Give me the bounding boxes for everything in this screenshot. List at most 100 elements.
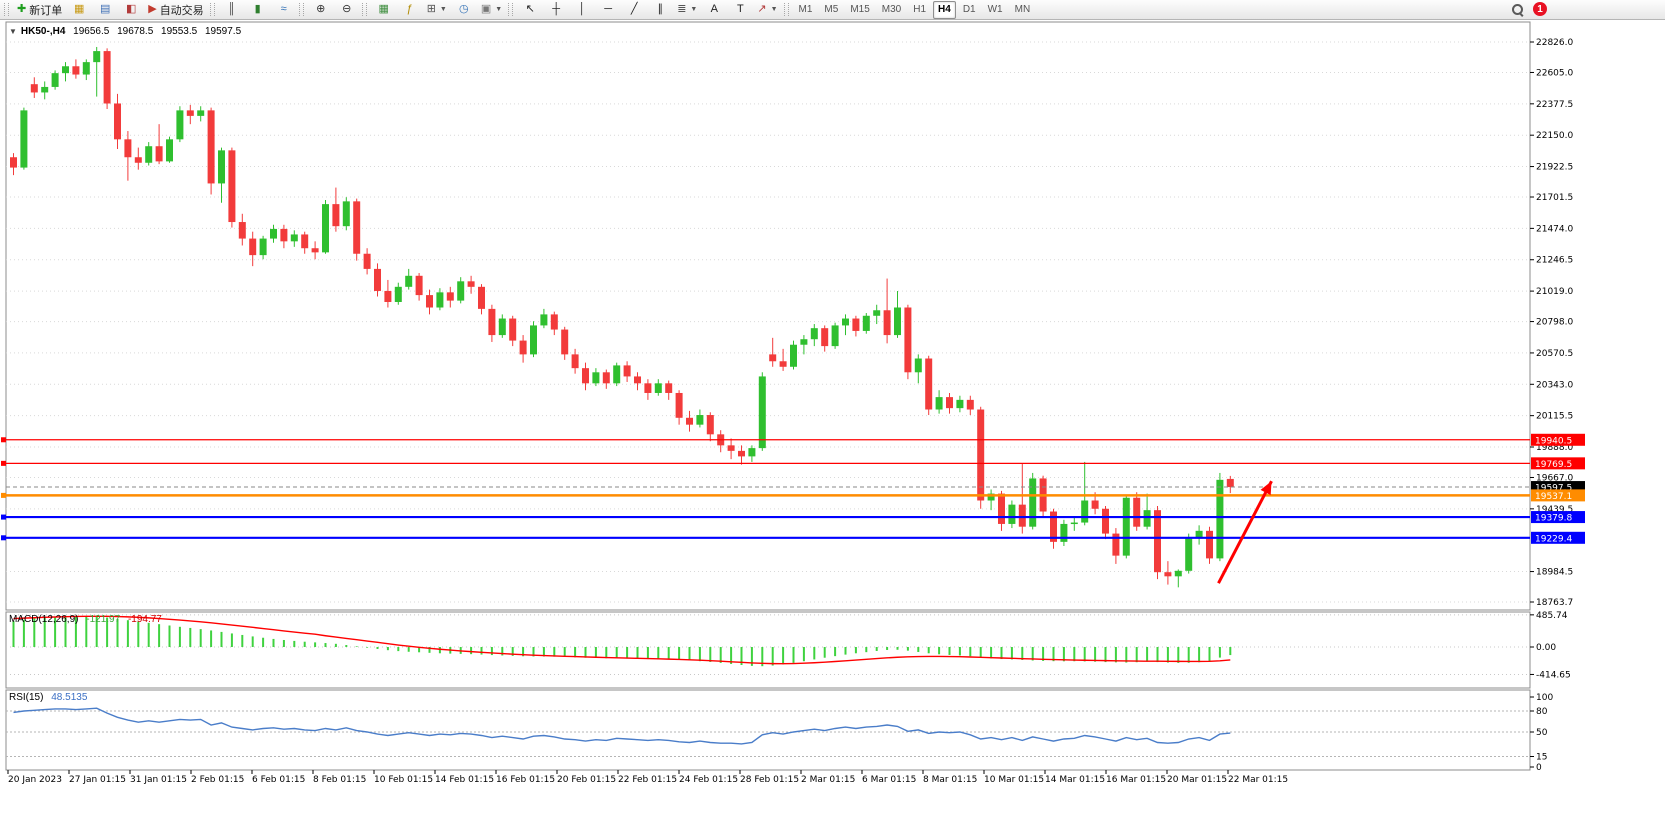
- arrow-annotation[interactable]: [1217, 480, 1273, 584]
- candle-body: [238, 222, 246, 239]
- time-axis-label: 6 Mar 01:15: [862, 775, 916, 785]
- rsi-pane[interactable]: [5, 689, 1531, 771]
- chevron-down-icon[interactable]: ▼: [690, 6, 698, 13]
- search-icon[interactable]: [1512, 3, 1524, 17]
- new-order-icon: ✚: [17, 3, 27, 15]
- chevron-down-icon[interactable]: ▼: [495, 6, 503, 13]
- candle-body: [415, 275, 423, 296]
- time-axis[interactable]: [6, 770, 1530, 790]
- new-chart-icon[interactable]: ⊞ ▼: [423, 0, 451, 20]
- tile-windows-icon[interactable]: ▦: [371, 0, 397, 20]
- candle-body: [790, 344, 797, 367]
- candle-body: [270, 228, 277, 239]
- candle-body: [582, 368, 589, 384]
- price-axis-label: 22377.5: [1536, 100, 1573, 110]
- candle-body: [1102, 508, 1109, 534]
- autotrading-button[interactable]: ▶ 自动交易: [144, 0, 207, 20]
- snapshot-icon[interactable]: ▣ ▼: [477, 0, 506, 20]
- zoom-out-icon[interactable]: ⊖: [334, 0, 360, 20]
- candle-body: [1143, 510, 1151, 527]
- price-axis[interactable]: [1530, 22, 1600, 770]
- price-axis-label: 22605.0: [1536, 68, 1573, 78]
- rsi-header: RSI(15) 48.5135: [9, 692, 87, 703]
- timeframe-mn[interactable]: MN: [1014, 4, 1031, 15]
- charts-window-icon[interactable]: ▦: [66, 0, 92, 20]
- fibonacci-icon[interactable]: ≣ ▼: [673, 0, 701, 20]
- candle-body: [935, 397, 943, 410]
- time-axis-label: 20 Feb 01:15: [557, 775, 616, 785]
- candle-body: [342, 201, 350, 227]
- arrows-icon[interactable]: ↗ ▼: [753, 0, 781, 20]
- new-order-button[interactable]: ✚ 新订单: [13, 0, 66, 20]
- price-tag: [1531, 457, 1585, 470]
- candle-body: [1008, 504, 1016, 524]
- candle-body: [20, 110, 28, 168]
- channel-icon[interactable]: ∥: [647, 0, 673, 20]
- chevron-down-icon[interactable]: ▼: [770, 6, 778, 13]
- candle-body: [914, 358, 922, 373]
- vertical-line-icon: │: [578, 3, 586, 15]
- chevron-down-icon[interactable]: ▼: [439, 6, 447, 13]
- candlestick-icon[interactable]: ▮: [245, 0, 271, 20]
- candlestick-icon: ▮: [254, 3, 261, 15]
- notification-badge[interactable]: 1: [1533, 2, 1547, 16]
- candle-body: [166, 139, 173, 162]
- candle-body: [1050, 511, 1057, 542]
- candle-body: [301, 234, 309, 249]
- toolbar-grip: [508, 3, 514, 16]
- period-icon[interactable]: ◷: [451, 0, 477, 20]
- timeframe-m15[interactable]: M15: [850, 4, 870, 15]
- candle-body: [686, 417, 693, 425]
- timeframe-w1[interactable]: W1: [987, 4, 1003, 15]
- candle-body: [634, 376, 641, 384]
- timeframe-h1[interactable]: H1: [913, 4, 927, 15]
- macd-axis-label: 485.74: [1536, 611, 1568, 621]
- timeframe-m1[interactable]: M1: [798, 4, 813, 15]
- time-axis-label: 16 Feb 01:15: [496, 775, 555, 785]
- macd-pane[interactable]: [5, 611, 1531, 689]
- main-price-pane[interactable]: [5, 21, 1531, 611]
- market-watch-icon[interactable]: ▤: [92, 0, 118, 20]
- line-chart-icon[interactable]: ≈: [271, 0, 297, 20]
- candle-body: [124, 139, 132, 158]
- candle-body: [592, 372, 600, 384]
- candle-body: [1206, 530, 1213, 559]
- snapshot-icon: ▣: [480, 3, 492, 15]
- candle-body: [769, 354, 777, 362]
- cursor-icon[interactable]: ↖: [517, 0, 543, 20]
- label-icon[interactable]: T: [727, 0, 753, 20]
- zoom-in-icon[interactable]: ⊕: [308, 0, 334, 20]
- navigator-icon[interactable]: ◧: [118, 0, 144, 20]
- text-icon[interactable]: A: [701, 0, 727, 20]
- timeframe-d1[interactable]: D1: [962, 4, 976, 15]
- vertical-line-icon[interactable]: │: [569, 0, 595, 20]
- candle-body: [894, 307, 901, 336]
- price-axis-label: 19667.0: [1536, 473, 1573, 483]
- price-tag-label: 19379.8: [1535, 514, 1572, 524]
- one-click-trading-arrow[interactable]: ▼: [9, 27, 17, 36]
- candle-body: [831, 325, 839, 347]
- time-axis-label: 10 Mar 01:15: [984, 775, 1044, 785]
- horizontal-line-icon[interactable]: ─: [595, 0, 621, 20]
- timeframe-m30[interactable]: M30: [881, 4, 902, 15]
- rsi-axis-label: 50: [1536, 728, 1548, 738]
- zoom-out-icon: ⊖: [342, 3, 352, 15]
- candle-body: [509, 318, 517, 341]
- candle-body: [145, 146, 153, 163]
- candle-body: [644, 383, 652, 393]
- trendline-icon[interactable]: ╱: [621, 0, 647, 20]
- crosshair-icon[interactable]: ┼: [543, 0, 569, 20]
- macd-axis-label: 0.00: [1536, 643, 1556, 653]
- line-left-marker: [1, 492, 6, 498]
- candle-body: [946, 397, 953, 409]
- candle-body: [966, 399, 974, 410]
- ohlc-bars-icon[interactable]: ║: [219, 0, 245, 20]
- candle-body: [821, 328, 829, 347]
- candle-body: [114, 103, 121, 140]
- indicators-icon[interactable]: ƒ: [397, 0, 423, 20]
- timeframe-m5[interactable]: M5: [824, 4, 839, 15]
- price-tag: [1531, 433, 1585, 446]
- time-axis-label: 10 Feb 01:15: [374, 775, 433, 785]
- timeframe-h4[interactable]: H4: [933, 0, 956, 19]
